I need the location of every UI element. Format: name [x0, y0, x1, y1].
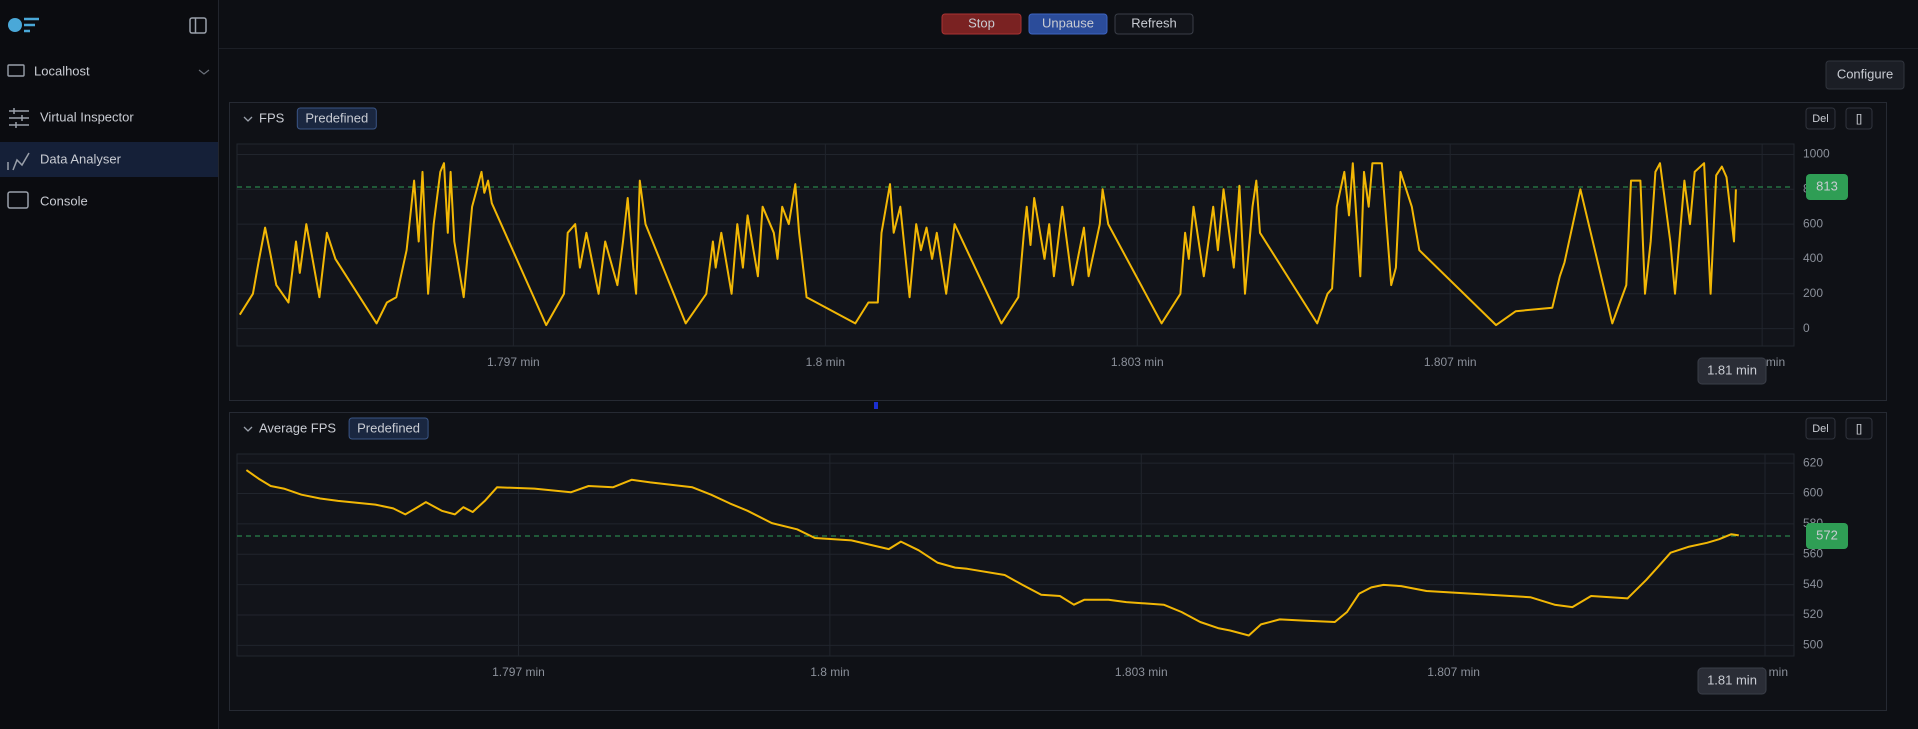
nav-item[interactable]: Data Analyser — [40, 151, 122, 166]
y-tick-label: 600 — [1803, 486, 1823, 500]
icon-device — [7, 64, 25, 77]
logo — [8, 18, 22, 32]
y-tick-label: 600 — [1803, 216, 1823, 230]
configure-button[interactable] — [1825, 60, 1905, 90]
x-tick-label: 1.807 min — [1427, 665, 1480, 679]
del-button[interactable] — [1805, 417, 1836, 440]
x-tick-label: 1.807 min — [1424, 355, 1477, 369]
cursor-label: 1.81 min — [1707, 362, 1757, 377]
y-tick-label: 1000 — [1803, 147, 1830, 161]
y-tick-label: 0 — [1803, 321, 1810, 335]
refresh-button[interactable] — [1114, 13, 1194, 35]
icon-chart — [7, 152, 30, 171]
y-tick-label: 620 — [1803, 455, 1823, 469]
badge — [348, 417, 429, 440]
x-tick-label: 1.797 min — [487, 355, 540, 369]
threshold-label: 813 — [1816, 178, 1838, 193]
threshold-label: 572 — [1816, 527, 1838, 542]
x-tick-label: 1.8 min — [806, 355, 845, 369]
nav-item[interactable]: Virtual Inspector — [40, 109, 134, 124]
sidebar-toggle[interactable] — [189, 17, 207, 34]
y-tick-label: 400 — [1803, 251, 1823, 265]
data-line — [245, 469, 1739, 637]
y-tick-label: 520 — [1803, 607, 1823, 621]
collapse-chevron[interactable] — [243, 116, 253, 122]
logo-lines — [24, 17, 39, 33]
resize-handle[interactable] — [874, 402, 878, 409]
button-label[interactable]: Unpause — [1042, 15, 1094, 30]
expand-button[interactable] — [1845, 417, 1873, 440]
del-button[interactable] — [1805, 107, 1836, 130]
plot-area — [236, 453, 1795, 657]
button-label[interactable]: Del — [1812, 113, 1829, 125]
button-label[interactable]: Del — [1812, 423, 1829, 435]
y-tick-label: 200 — [1803, 286, 1823, 300]
x-tick-label: 1.8 min — [810, 665, 849, 679]
badge-label: Predefined — [305, 110, 368, 125]
plot-area — [236, 143, 1795, 347]
icon-sliders — [9, 108, 29, 128]
nav-item[interactable]: Localhost — [34, 63, 90, 78]
button-label[interactable]: Configure — [1837, 66, 1893, 81]
badge-label: Predefined — [357, 420, 420, 435]
y-tick-label: 540 — [1803, 577, 1823, 591]
threshold-badge — [1806, 523, 1848, 550]
panel-title: Average FPS — [259, 420, 336, 435]
cursor-badge — [1697, 667, 1767, 695]
panel-title: FPS — [259, 110, 285, 125]
x-tick-label: 1.803 min — [1111, 355, 1164, 369]
button-label[interactable]: Stop — [968, 15, 995, 30]
active-item-bg — [0, 142, 218, 177]
nav-item[interactable]: Console — [40, 193, 88, 208]
x-tick-label: 1.803 min — [1115, 665, 1168, 679]
x-tick-label: 1.797 min — [492, 665, 545, 679]
button-label[interactable]: [] — [1856, 423, 1862, 435]
y-tick-label: 560 — [1803, 546, 1823, 560]
threshold-badge — [1806, 174, 1848, 201]
unpause-button[interactable] — [1028, 13, 1108, 35]
button-label[interactable]: Refresh — [1131, 15, 1177, 30]
cursor-label: 1.81 min — [1707, 672, 1757, 687]
stop-button[interactable] — [941, 13, 1022, 35]
expand-button[interactable] — [1845, 107, 1873, 130]
badge — [296, 107, 377, 130]
dropdown-chevron[interactable] — [198, 69, 210, 75]
sidebar — [0, 0, 218, 729]
collapse-chevron[interactable] — [243, 426, 253, 432]
y-tick-label: 500 — [1803, 638, 1823, 652]
icon-console — [7, 191, 29, 209]
data-line — [238, 162, 1737, 327]
button-label[interactable]: [] — [1856, 113, 1862, 125]
cursor-badge — [1697, 357, 1767, 385]
